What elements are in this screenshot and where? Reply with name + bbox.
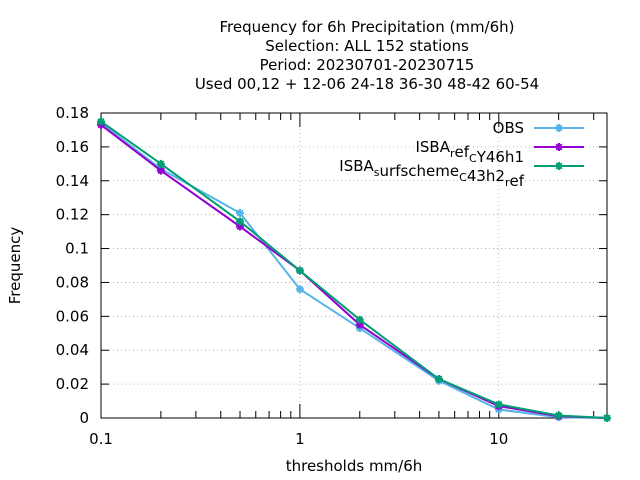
y-tick-label: 0.12 — [56, 206, 89, 224]
plot-frame — [100, 112, 608, 419]
y-tick-label: 0.16 — [56, 138, 89, 156]
data-point — [355, 320, 364, 329]
data-point — [554, 411, 563, 420]
legend-label: OBS — [493, 119, 524, 137]
title-line: Period: 20230701-20230715 — [260, 56, 475, 74]
data-point — [97, 117, 105, 126]
y-tick-label: 0.08 — [56, 273, 89, 291]
legend-swatch-marker — [555, 143, 563, 151]
chart-title: Frequency for 6h Precipitation (mm/6h)Se… — [195, 18, 539, 93]
data-point — [355, 315, 364, 324]
title-line: Frequency for 6h Precipitation (mm/6h) — [219, 18, 514, 36]
series-2 — [97, 117, 611, 422]
legend-item: OBS — [493, 119, 584, 137]
legend-label: ISBArefCY46h1 — [415, 138, 524, 166]
y-tick-label: 0.18 — [56, 104, 89, 122]
x-tick-label: 1 — [295, 430, 305, 448]
x-tick-label: 0.1 — [89, 430, 113, 448]
legend-item: ISBAsurfschemeC43h2ref — [339, 157, 584, 190]
title-line: Selection: ALL 152 stations — [265, 37, 469, 55]
x-tick-labels: 0.1 1 10 — [89, 430, 508, 448]
legend-item: ISBArefCY46h1 — [415, 138, 584, 166]
x-tick-label: 10 — [489, 430, 508, 448]
title-line: Used 00,12 + 12-06 24-18 36-30 48-42 60-… — [195, 75, 539, 93]
y-tick-label: 0 — [79, 409, 89, 427]
data-point — [494, 400, 503, 409]
data-point — [603, 414, 611, 422]
data-point — [156, 166, 165, 175]
data-point — [295, 266, 304, 275]
y-axis-label: Frequency — [6, 227, 24, 305]
y-tick-label: 0.06 — [56, 307, 89, 325]
y-tick-label: 0.14 — [56, 172, 89, 190]
y-tick-label: 0.04 — [56, 341, 89, 359]
data-point — [236, 222, 245, 231]
data-point — [295, 285, 304, 294]
x-axis-label: thresholds mm/6h — [286, 457, 423, 475]
data-point — [236, 208, 245, 217]
legend-swatch-marker — [555, 124, 563, 132]
legend-label: ISBAsurfschemeC43h2ref — [339, 157, 524, 190]
data-point — [156, 159, 165, 168]
legend-swatch-marker — [555, 162, 563, 170]
y-tick-labels: 0 0.02 0.04 0.06 0.08 0.1 0.12 0.14 0.16 0.18 — [56, 104, 89, 427]
data-point — [434, 375, 443, 384]
y-tick-label: 0.02 — [56, 375, 89, 393]
data-point — [236, 217, 245, 226]
series — [97, 117, 611, 422]
y-tick-label: 0.1 — [65, 240, 89, 258]
